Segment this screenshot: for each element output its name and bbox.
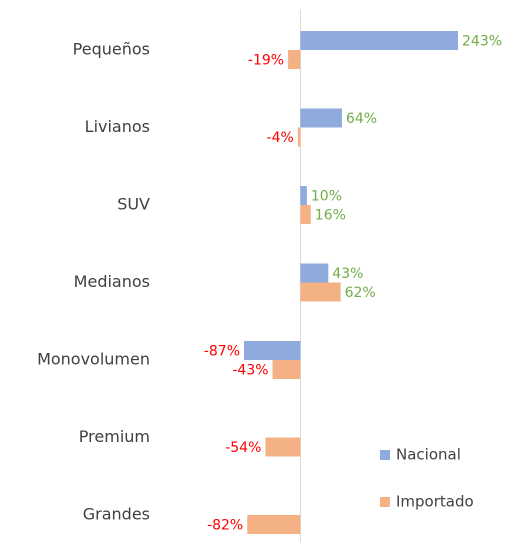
bar bbox=[300, 205, 311, 224]
value-label: -43% bbox=[232, 363, 268, 379]
bar bbox=[297, 127, 301, 147]
bar bbox=[265, 437, 301, 457]
bar bbox=[300, 31, 458, 50]
bar bbox=[288, 50, 301, 69]
bar bbox=[300, 108, 342, 128]
value-label: 16% bbox=[315, 208, 346, 224]
value-label: -19% bbox=[248, 53, 284, 69]
category-label: Livianos bbox=[85, 117, 150, 136]
bar bbox=[300, 282, 341, 302]
legend-swatch bbox=[380, 497, 390, 507]
value-label: 62% bbox=[345, 285, 376, 301]
bar bbox=[300, 263, 329, 283]
category-label: Grandes bbox=[83, 505, 150, 524]
bar bbox=[247, 515, 301, 534]
legend-label: Nacional bbox=[396, 446, 461, 464]
value-label: -54% bbox=[225, 440, 261, 456]
value-label: 243% bbox=[462, 34, 502, 50]
value-label: -87% bbox=[204, 344, 240, 360]
bar bbox=[272, 360, 301, 379]
value-label: 64% bbox=[346, 111, 377, 127]
category-label: Monovolumen bbox=[37, 350, 150, 369]
category-label: SUV bbox=[117, 195, 150, 214]
value-label: 43% bbox=[332, 266, 363, 282]
category-label: Premium bbox=[79, 427, 150, 446]
legend-swatch bbox=[380, 450, 390, 460]
value-label: 10% bbox=[311, 189, 342, 205]
value-label: -82% bbox=[207, 518, 243, 534]
bar bbox=[244, 341, 301, 360]
bar bbox=[300, 186, 307, 205]
category-label: Pequeños bbox=[73, 40, 150, 59]
value-label: -4% bbox=[267, 130, 294, 146]
legend-label: Importado bbox=[396, 493, 474, 511]
category-label: Medianos bbox=[74, 272, 150, 291]
